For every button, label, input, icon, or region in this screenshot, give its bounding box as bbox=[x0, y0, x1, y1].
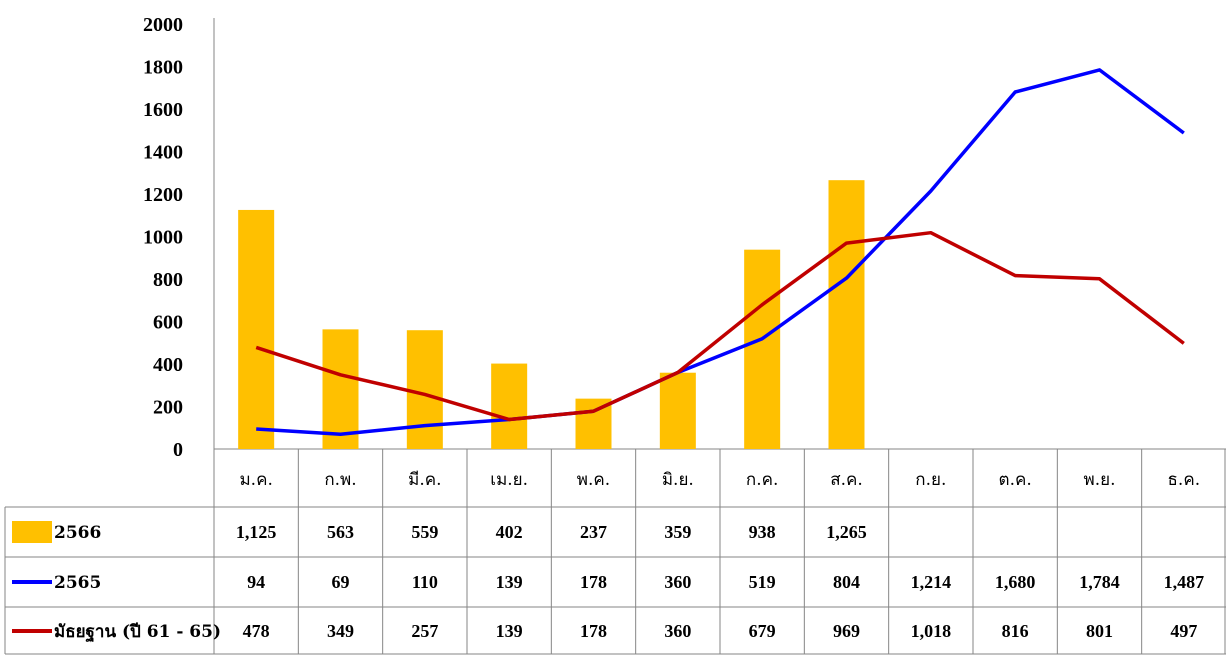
legend-label: มัธยฐาน (ปี 61 - 65) bbox=[54, 621, 221, 643]
data-label: 139 bbox=[496, 572, 523, 592]
legend-label: 2566 bbox=[54, 523, 101, 543]
legend-key-2566 bbox=[12, 521, 52, 543]
y-tick-label: 200 bbox=[153, 397, 183, 419]
bar-2566 bbox=[406, 330, 443, 449]
data-label: 257 bbox=[411, 621, 438, 641]
data-label: 94 bbox=[247, 572, 265, 592]
bar-2566 bbox=[659, 372, 696, 449]
x-category-label: พ.ย. bbox=[1084, 470, 1116, 490]
data-label: 110 bbox=[412, 572, 438, 592]
y-tick-label: 1000 bbox=[143, 227, 183, 249]
data-label: 559 bbox=[411, 522, 438, 542]
data-label: 478 bbox=[243, 621, 270, 641]
data-label: 969 bbox=[833, 621, 860, 641]
line-2565 bbox=[256, 68, 1185, 437]
data-label: 359 bbox=[664, 522, 691, 542]
data-label: 237 bbox=[580, 522, 607, 542]
data-label: 938 bbox=[749, 522, 776, 542]
bar-2566 bbox=[322, 329, 359, 449]
bar-2566 bbox=[828, 180, 865, 449]
data-label: 1,018 bbox=[911, 621, 952, 641]
y-tick-label: 1200 bbox=[143, 184, 183, 206]
legend-label: 2565 bbox=[54, 573, 101, 593]
data-label: 801 bbox=[1086, 621, 1113, 641]
data-label: 178 bbox=[580, 572, 607, 592]
data-label: 360 bbox=[664, 572, 691, 592]
x-category-label: ก.พ. bbox=[324, 470, 356, 490]
x-category-label: ก.ค. bbox=[746, 470, 778, 490]
data-label: 497 bbox=[1170, 621, 1197, 641]
bar-2566 bbox=[491, 363, 528, 449]
x-category-label: ก.ย. bbox=[915, 470, 946, 490]
data-label: 563 bbox=[327, 522, 354, 542]
x-category-label: เม.ย. bbox=[490, 470, 528, 490]
data-label: 816 bbox=[1002, 621, 1029, 641]
y-tick-label: 1400 bbox=[143, 142, 183, 164]
x-category-label: มิ.ย. bbox=[662, 470, 694, 490]
y-tick-label: 1800 bbox=[143, 57, 183, 79]
data-label: 349 bbox=[327, 621, 354, 641]
data-label: 1,125 bbox=[236, 522, 277, 542]
x-category-label: ส.ค. bbox=[830, 470, 863, 490]
x-category-label: ธ.ค. bbox=[1168, 470, 1201, 490]
data-label: 360 bbox=[664, 621, 691, 641]
y-tick-label: 1600 bbox=[143, 99, 183, 121]
y-tick-label: 0 bbox=[173, 439, 183, 461]
bar-2566 bbox=[744, 249, 781, 449]
data-label: 1,265 bbox=[826, 522, 867, 542]
x-category-label: ม.ค. bbox=[239, 470, 272, 490]
line-median bbox=[255, 230, 1185, 422]
data-label: 804 bbox=[833, 572, 860, 592]
x-category-label: มี.ค. bbox=[408, 470, 441, 490]
y-tick-label: 400 bbox=[153, 354, 183, 376]
y-tick-label: 600 bbox=[153, 312, 183, 334]
data-label: 402 bbox=[496, 522, 523, 542]
data-label: 1,680 bbox=[995, 572, 1036, 592]
y-tick-label: 800 bbox=[153, 269, 183, 291]
x-category-label: ต.ค. bbox=[999, 470, 1032, 490]
data-label: 1,214 bbox=[911, 572, 952, 592]
data-label: 139 bbox=[496, 621, 523, 641]
y-tick-label: 2000 bbox=[143, 14, 183, 36]
data-label: 178 bbox=[580, 621, 607, 641]
data-label: 69 bbox=[332, 572, 350, 592]
bar-2566 bbox=[238, 209, 275, 449]
data-label: 679 bbox=[749, 621, 776, 641]
data-label: 1,487 bbox=[1164, 572, 1205, 592]
data-label: 1,784 bbox=[1079, 572, 1120, 592]
data-label: 519 bbox=[749, 572, 776, 592]
x-category-label: พ.ค. bbox=[577, 470, 610, 490]
